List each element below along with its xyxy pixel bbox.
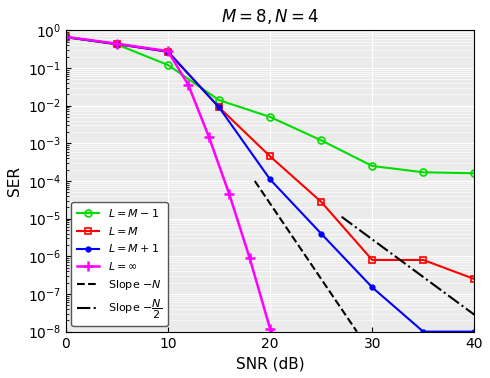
$L = M$ (420, 258, 426, 262)
$L = M + 1$ (63, 35, 69, 39)
Legend: $L = M - 1$, $L = M$, $L = M + 1$, $L = \infty$, Slope $-N$, Slope $-\dfrac{N}{2: $L = M - 1$, $L = M$, $L = M + 1$, $L = … (72, 202, 168, 326)
$L = M - 1$ (471, 171, 477, 175)
Line: Slope $-\dfrac{N}{2}$: Slope $-\dfrac{N}{2}$ (342, 217, 474, 315)
$L = M + 1$ (216, 105, 222, 110)
$L = M + 1$ (318, 231, 324, 236)
$L = M + 1$ (165, 50, 171, 54)
$L = M + 1$ (471, 329, 477, 334)
Line: $L = M + 1$: $L = M + 1$ (61, 32, 479, 336)
$L = M$ (267, 154, 273, 159)
$L = M - 1$ (318, 138, 324, 143)
Line: $L = M$: $L = M$ (62, 34, 478, 282)
$L = \infty$ (114, 42, 120, 46)
$L = M - 1$ (267, 115, 273, 119)
Slope $-\dfrac{N}{2}$ (339, 214, 344, 219)
$L = \infty$ (247, 256, 253, 260)
Title: $M = 8, N = 4$: $M = 8, N = 4$ (221, 7, 319, 26)
$L = M - 1$ (165, 63, 171, 67)
Y-axis label: SER: SER (7, 166, 22, 196)
$L = M$ (165, 50, 171, 54)
$L = \infty$ (267, 326, 273, 331)
$L = \infty$ (185, 83, 191, 87)
Line: $L = M - 1$: $L = M - 1$ (62, 34, 478, 177)
$L = M$ (63, 35, 69, 39)
$L = M - 1$ (114, 42, 120, 47)
$L = \infty$ (288, 360, 294, 365)
$L = M$ (318, 200, 324, 204)
$L = M$ (216, 105, 222, 110)
$L = \infty$ (165, 49, 171, 53)
$L = M + 1$ (420, 329, 426, 334)
$L = M + 1$ (114, 42, 120, 46)
Line: Slope $-N$: Slope $-N$ (255, 181, 357, 332)
$L = \infty$ (63, 34, 69, 39)
$L = M - 1$ (369, 164, 375, 168)
$L = M$ (369, 258, 375, 262)
$L = M + 1$ (267, 177, 273, 182)
$L = \infty$ (206, 135, 212, 139)
X-axis label: SNR (dB): SNR (dB) (236, 356, 304, 371)
$L = M$ (471, 277, 477, 281)
$L = M - 1$ (420, 170, 426, 175)
$L = M + 1$ (369, 285, 375, 290)
$L = M$ (114, 42, 120, 46)
$L = M - 1$ (63, 35, 69, 40)
$L = M - 1$ (216, 98, 222, 102)
Slope $-\dfrac{N}{2}$ (471, 313, 477, 317)
Line: $L = \infty$: $L = \infty$ (61, 32, 295, 367)
Slope $-N$ (354, 329, 360, 334)
Slope $-N$ (252, 179, 258, 183)
$L = \infty$ (226, 192, 232, 196)
